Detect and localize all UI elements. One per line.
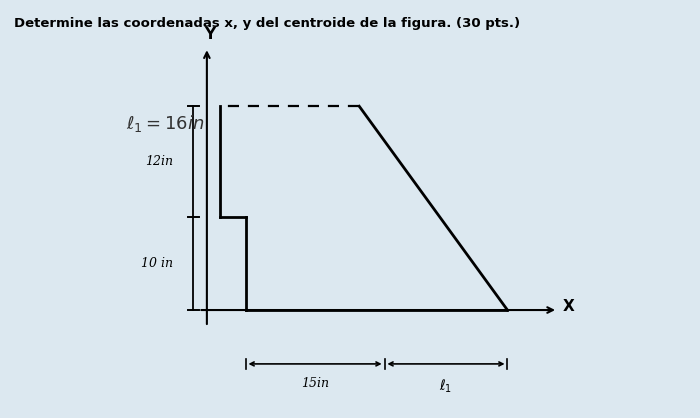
Text: 15in: 15in <box>301 377 329 390</box>
Text: Determine las coordenadas x, y del centroide de la figura. (30 pts.): Determine las coordenadas x, y del centr… <box>14 17 520 30</box>
Text: 10 in: 10 in <box>141 257 173 270</box>
Text: 12in: 12in <box>145 155 173 168</box>
Text: $\ell_1= 16in$: $\ell_1= 16in$ <box>126 112 204 134</box>
Text: $\ell_1$: $\ell_1$ <box>440 377 453 395</box>
Text: Y: Y <box>204 27 215 42</box>
Text: X: X <box>563 299 575 314</box>
